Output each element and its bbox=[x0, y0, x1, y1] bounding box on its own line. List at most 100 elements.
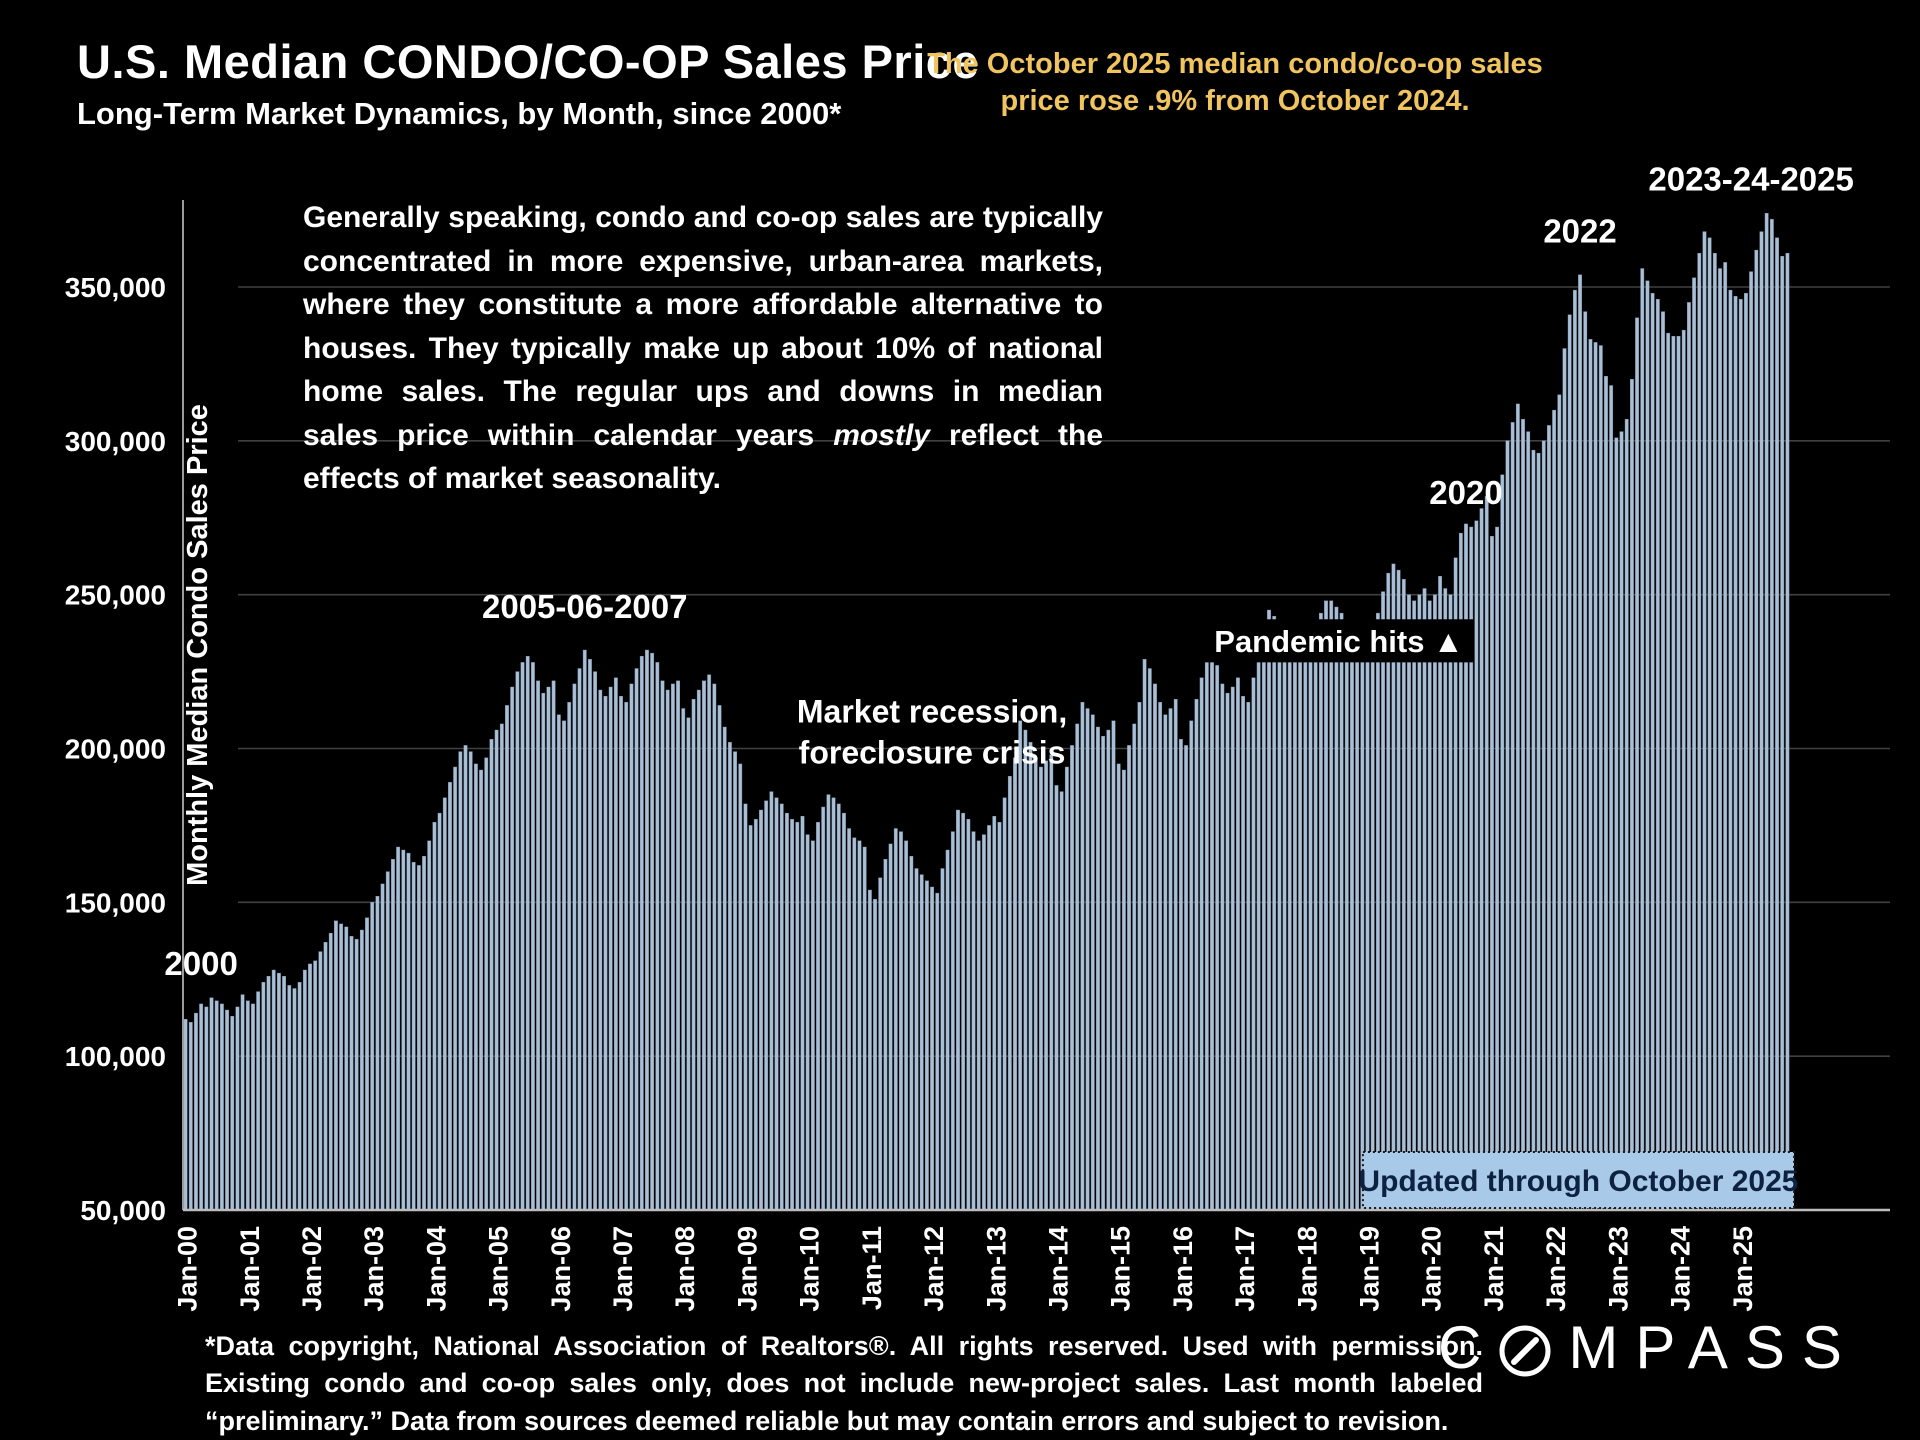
price-bar bbox=[1044, 760, 1049, 1211]
price-bar bbox=[1744, 293, 1748, 1211]
price-bar bbox=[867, 889, 872, 1211]
price-bar bbox=[1256, 656, 1261, 1211]
x-axis-tick-label: Jan-16 bbox=[1168, 1226, 1198, 1312]
compass-logo: C MPASS bbox=[1438, 1316, 1859, 1380]
price-bar bbox=[1344, 628, 1349, 1211]
price-bar bbox=[738, 763, 743, 1211]
price-bar bbox=[1443, 588, 1448, 1211]
price-bar bbox=[1661, 311, 1665, 1211]
price-bar bbox=[1142, 659, 1147, 1211]
price-bar bbox=[1096, 726, 1100, 1211]
price-bar bbox=[1650, 293, 1655, 1211]
price-bar bbox=[1490, 536, 1494, 1211]
price-bar bbox=[1495, 526, 1500, 1211]
price-bar bbox=[448, 782, 452, 1211]
price-bar bbox=[204, 1006, 209, 1211]
x-axis-tick-label: Jan-20 bbox=[1417, 1226, 1447, 1312]
price-bar bbox=[577, 668, 582, 1211]
price-bar bbox=[1541, 440, 1546, 1211]
price-bar bbox=[966, 819, 971, 1211]
x-axis-tick-label: Jan-13 bbox=[981, 1226, 1011, 1312]
price-bar bbox=[1121, 769, 1126, 1211]
price-bar bbox=[370, 902, 375, 1211]
price-bar bbox=[1702, 231, 1707, 1211]
price-bar bbox=[1002, 797, 1007, 1211]
price-bar bbox=[1355, 628, 1360, 1211]
price-bar bbox=[1604, 376, 1608, 1211]
price-bar bbox=[1298, 634, 1303, 1211]
price-bar bbox=[562, 720, 566, 1211]
price-bar bbox=[1645, 280, 1650, 1211]
page-subtitle: Long-Term Market Dynamics, by Month, sin… bbox=[77, 96, 842, 131]
price-bar bbox=[987, 825, 991, 1211]
price-bar bbox=[1137, 702, 1142, 1211]
price-bar bbox=[1070, 745, 1074, 1211]
highlight-note-line1: The October 2025 median condo/co-op sale… bbox=[927, 48, 1543, 80]
price-bar bbox=[235, 1006, 240, 1211]
price-bar bbox=[1189, 720, 1194, 1211]
price-bar bbox=[1547, 425, 1551, 1211]
price-bar bbox=[1629, 379, 1634, 1211]
annotation-recession: foreclosure crisis bbox=[799, 735, 1066, 771]
price-bar bbox=[582, 649, 587, 1211]
price-bar bbox=[287, 985, 292, 1211]
price-bar bbox=[1324, 600, 1328, 1211]
price-bar bbox=[914, 868, 919, 1211]
price-bar bbox=[1609, 385, 1614, 1211]
x-axis-tick-label: Jan-12 bbox=[919, 1226, 949, 1312]
price-bar bbox=[1375, 612, 1380, 1211]
price-bar bbox=[1635, 317, 1639, 1211]
price-bar bbox=[1707, 237, 1712, 1211]
price-bar bbox=[733, 751, 737, 1211]
price-bar bbox=[1438, 576, 1442, 1211]
price-bar bbox=[1433, 594, 1437, 1211]
x-axis-tick-label: Jan-06 bbox=[546, 1226, 576, 1312]
price-bar bbox=[1578, 274, 1582, 1211]
compass-logo-letter-c: C bbox=[1438, 1314, 1499, 1381]
annotation-peak-2005-07: 2005-06-2007 bbox=[482, 588, 688, 625]
price-bar bbox=[1054, 785, 1059, 1211]
pandemic-annotation-box bbox=[1204, 619, 1474, 663]
price-bar bbox=[375, 896, 380, 1211]
price-bar bbox=[971, 831, 976, 1211]
intro-paragraph-italic: mostly bbox=[833, 418, 930, 452]
price-bar bbox=[194, 1012, 198, 1211]
price-bar bbox=[702, 680, 706, 1211]
price-bar bbox=[670, 683, 675, 1211]
price-bar bbox=[1526, 431, 1531, 1211]
price-bar bbox=[1614, 437, 1619, 1211]
price-bar bbox=[634, 668, 639, 1211]
price-bar bbox=[821, 806, 826, 1211]
page-title: U.S. Median CONDO/CO-OP Sales Price bbox=[77, 35, 980, 88]
price-bar bbox=[427, 840, 432, 1211]
price-bar bbox=[297, 982, 302, 1211]
price-bar bbox=[836, 803, 841, 1211]
price-bar bbox=[1598, 345, 1603, 1211]
x-axis-tick-label: Jan-21 bbox=[1479, 1226, 1509, 1312]
price-bar bbox=[1023, 729, 1028, 1211]
price-bar bbox=[598, 689, 603, 1211]
price-bar bbox=[1474, 520, 1479, 1211]
price-bar bbox=[696, 689, 701, 1211]
price-bar bbox=[1583, 311, 1588, 1211]
price-bar bbox=[1780, 256, 1785, 1211]
price-bar bbox=[572, 683, 577, 1211]
price-bar bbox=[354, 939, 359, 1211]
price-bar bbox=[1313, 631, 1318, 1211]
price-bar bbox=[546, 686, 551, 1211]
compass-logo-letters-mpass: MPASS bbox=[1568, 1314, 1859, 1381]
y-axis-tick-label: 100,000 bbox=[65, 1041, 166, 1072]
price-bar bbox=[1127, 745, 1131, 1211]
price-bar bbox=[1381, 591, 1385, 1211]
price-bar bbox=[1718, 268, 1722, 1211]
price-bar bbox=[401, 849, 406, 1211]
annotation-recession: Market recession, bbox=[797, 694, 1067, 730]
price-bar bbox=[852, 837, 857, 1211]
price-bar bbox=[1500, 474, 1505, 1211]
price-bar bbox=[1230, 686, 1235, 1211]
price-bar bbox=[1049, 754, 1054, 1211]
price-bar bbox=[468, 751, 473, 1211]
price-bar bbox=[1033, 757, 1038, 1211]
price-bar bbox=[277, 972, 281, 1211]
